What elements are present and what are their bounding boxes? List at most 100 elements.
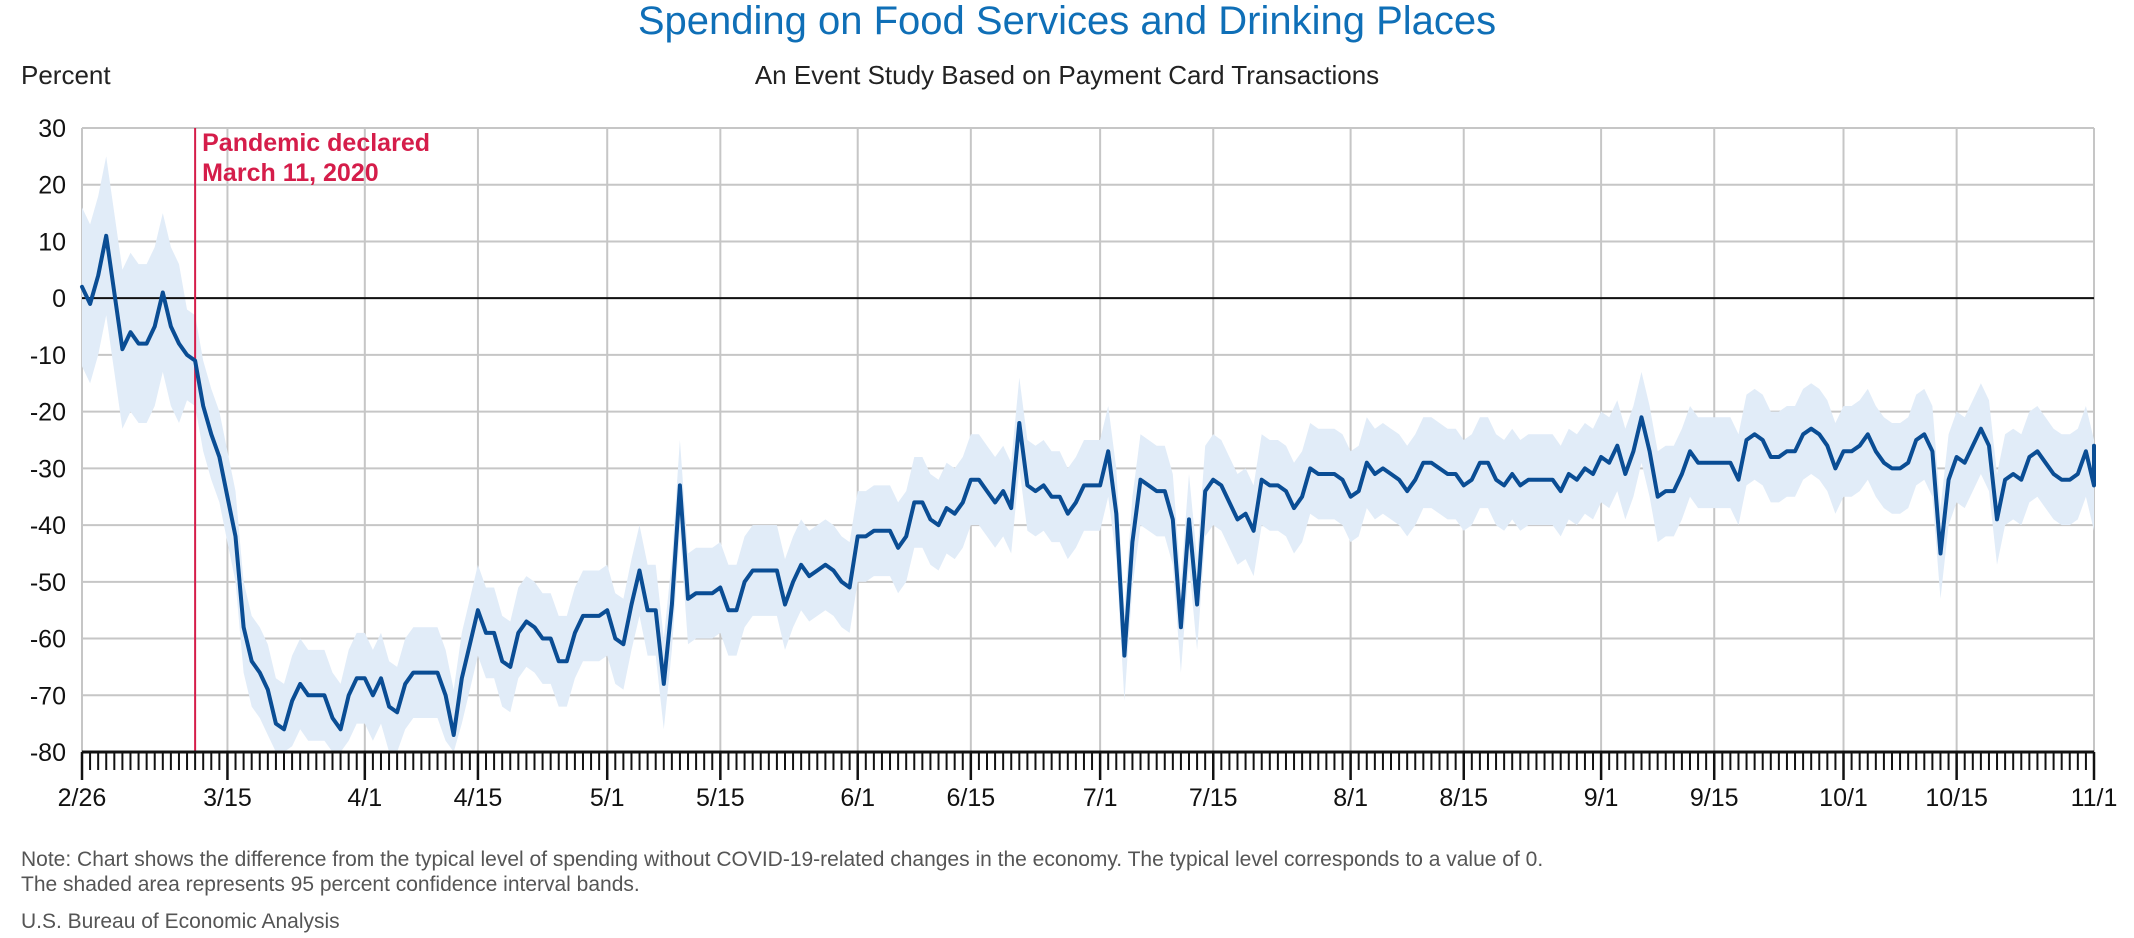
x-tick-label: 7/15: [1189, 784, 1238, 812]
data-point: [1357, 489, 1361, 493]
data-point: [589, 614, 593, 618]
data-point: [1704, 461, 1708, 465]
data-point: [549, 637, 553, 640]
data-point: [718, 586, 722, 589]
data-point: [710, 591, 714, 595]
data-point: [1034, 489, 1037, 493]
data-point: [112, 291, 116, 294]
data-point: [848, 586, 852, 589]
data-point: [508, 665, 512, 669]
chart-title: Spending on Food Services and Drinking P…: [638, 0, 1496, 43]
data-point: [1017, 421, 1021, 425]
data-point: [791, 580, 795, 584]
data-point: [1389, 472, 1393, 476]
data-point: [500, 659, 504, 663]
data-point: [1001, 489, 1005, 493]
data-point: [686, 597, 690, 601]
data-point: [1543, 478, 1546, 482]
data-point: [694, 591, 698, 595]
data-point: [872, 529, 876, 533]
x-tick-label: 7/1: [1083, 784, 1118, 812]
data-point: [977, 478, 981, 482]
data-point: [1462, 483, 1466, 487]
data-point: [1058, 495, 1062, 499]
data-point: [646, 608, 650, 612]
data-point: [1761, 438, 1765, 442]
y-tick-label: -70: [30, 682, 66, 710]
data-point: [1785, 449, 1789, 453]
data-point: [823, 563, 827, 567]
data-point: [1050, 495, 1054, 499]
x-tick-label: 6/15: [946, 784, 995, 812]
data-point: [2076, 472, 2080, 476]
data-point: [1211, 478, 1215, 482]
data-point: [726, 608, 730, 612]
data-point: [1615, 444, 1619, 448]
data-point: [1236, 517, 1239, 521]
data-point: [1591, 472, 1595, 476]
data-point: [436, 671, 439, 675]
data-point: [1421, 461, 1425, 465]
data-point: [1607, 461, 1611, 465]
y-tick-label: 20: [38, 172, 66, 200]
data-point: [1866, 432, 1870, 436]
data-point: [1316, 472, 1320, 476]
data-point: [1535, 478, 1538, 482]
data-point: [1381, 466, 1385, 470]
data-point: [815, 569, 819, 572]
data-point: [145, 342, 149, 346]
data-point: [807, 574, 811, 578]
data-point: [1955, 455, 1959, 459]
data-point: [1252, 529, 1256, 533]
data-point: [1260, 478, 1264, 482]
data-point: [80, 285, 84, 289]
data-point: [605, 608, 609, 612]
data-point: [597, 614, 601, 618]
data-point: [1268, 483, 1272, 487]
data-point: [1373, 472, 1377, 476]
series-layer: [80, 233, 2096, 737]
data-point: [1349, 495, 1353, 499]
data-point: [355, 676, 359, 680]
data-point: [1413, 478, 1417, 482]
data-point: [177, 342, 181, 346]
data-point: [282, 727, 286, 731]
data-point: [1244, 512, 1248, 516]
data-point: [371, 693, 375, 697]
data-point: [1874, 449, 1878, 453]
data-point: [428, 671, 431, 675]
data-point: [557, 659, 561, 663]
data-point: [411, 671, 415, 675]
data-point: [928, 517, 932, 521]
data-point: [516, 631, 520, 635]
y-tick-label: -40: [30, 512, 66, 540]
data-point: [2027, 455, 2031, 459]
y-tick-label: 30: [38, 115, 66, 143]
data-point: [1922, 432, 1926, 436]
y-tick-label: -20: [30, 399, 66, 427]
data-point: [387, 705, 391, 709]
data-point: [1793, 449, 1797, 453]
data-point: [880, 529, 884, 533]
data-point: [702, 591, 706, 595]
data-point: [1219, 483, 1223, 487]
data-point: [1987, 444, 1991, 448]
data-point: [743, 580, 747, 584]
data-point: [1454, 472, 1458, 476]
data-point: [993, 500, 997, 504]
data-point: [339, 727, 343, 731]
data-point: [670, 603, 674, 606]
data-point: [460, 676, 464, 680]
y-axis-ticks: 30 20 10 0 -10 -20 -30 -40 -50 -60 -70 -80: [30, 115, 66, 767]
data-point: [2052, 472, 2056, 476]
x-tick-label: 6/1: [840, 784, 875, 812]
x-tick-label: 10/15: [1925, 784, 1988, 812]
pandemic-annotation-line2: March 11, 2020: [202, 159, 379, 187]
data-point: [1575, 478, 1579, 482]
data-point: [266, 688, 270, 692]
data-point: [193, 359, 197, 363]
data-point: [331, 716, 334, 720]
data-point: [2092, 483, 2096, 487]
data-point: [678, 483, 682, 487]
data-point: [452, 733, 456, 737]
